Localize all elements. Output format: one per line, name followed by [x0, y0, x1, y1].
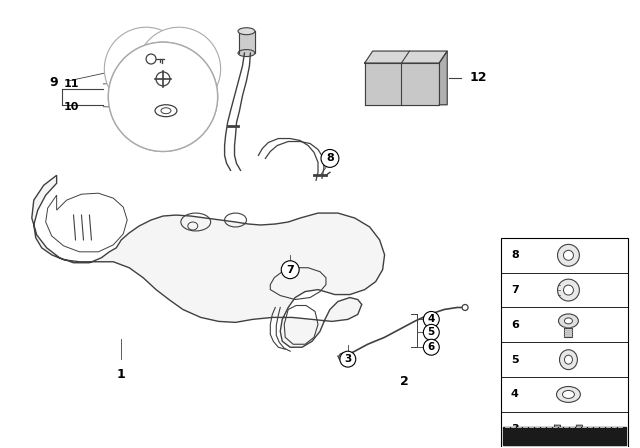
Circle shape — [423, 339, 439, 355]
Ellipse shape — [559, 314, 579, 328]
Text: 3: 3 — [511, 424, 518, 434]
Circle shape — [340, 351, 356, 367]
Circle shape — [137, 27, 221, 111]
Text: 6: 6 — [511, 320, 519, 330]
Circle shape — [108, 42, 218, 151]
Polygon shape — [32, 175, 385, 347]
Text: 8: 8 — [326, 153, 334, 164]
Circle shape — [423, 311, 439, 327]
Text: 8: 8 — [511, 250, 518, 260]
Polygon shape — [554, 425, 582, 437]
Circle shape — [321, 150, 339, 168]
Polygon shape — [503, 427, 626, 444]
Text: 2: 2 — [400, 375, 409, 388]
Circle shape — [281, 261, 299, 279]
Circle shape — [108, 42, 218, 151]
Ellipse shape — [564, 318, 572, 324]
Text: 5: 5 — [428, 327, 435, 337]
Ellipse shape — [563, 391, 575, 398]
Circle shape — [462, 305, 468, 310]
Text: 4: 4 — [428, 314, 435, 324]
Text: 3: 3 — [344, 354, 351, 364]
Text: 4: 4 — [511, 389, 519, 400]
Ellipse shape — [563, 285, 573, 295]
Ellipse shape — [557, 387, 580, 402]
Ellipse shape — [564, 355, 572, 364]
Text: 7: 7 — [286, 265, 294, 275]
Ellipse shape — [557, 244, 579, 266]
Circle shape — [104, 27, 188, 111]
Ellipse shape — [238, 28, 255, 34]
Polygon shape — [239, 31, 255, 53]
FancyBboxPatch shape — [501, 238, 628, 447]
Text: 1: 1 — [117, 367, 125, 380]
Text: 9: 9 — [49, 76, 58, 90]
Ellipse shape — [559, 350, 577, 370]
Text: 7: 7 — [511, 285, 518, 295]
Text: 12: 12 — [469, 71, 486, 84]
Text: 6: 6 — [428, 342, 435, 352]
Text: 11: 11 — [64, 79, 79, 89]
Text: 10: 10 — [64, 102, 79, 112]
Polygon shape — [564, 328, 572, 337]
Text: 5: 5 — [511, 355, 518, 365]
Ellipse shape — [238, 50, 255, 56]
Polygon shape — [365, 51, 447, 63]
Circle shape — [339, 353, 347, 361]
Polygon shape — [365, 63, 439, 105]
Polygon shape — [439, 51, 447, 105]
Ellipse shape — [563, 250, 573, 260]
Ellipse shape — [557, 279, 579, 301]
Circle shape — [423, 324, 439, 340]
